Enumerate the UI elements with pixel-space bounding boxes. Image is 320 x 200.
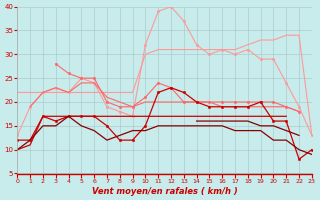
X-axis label: Vent moyen/en rafales ( km/h ): Vent moyen/en rafales ( km/h ) xyxy=(92,187,237,196)
